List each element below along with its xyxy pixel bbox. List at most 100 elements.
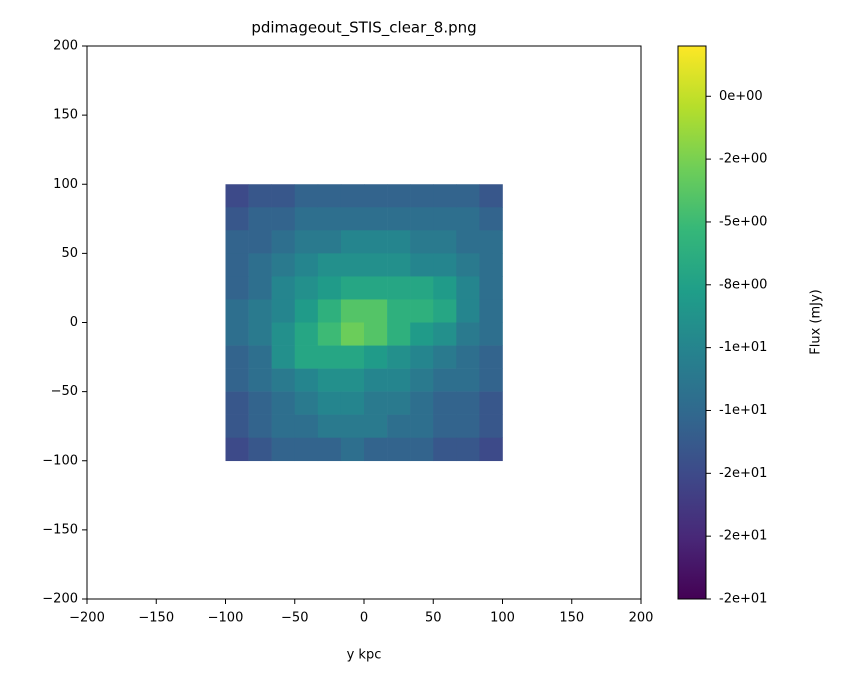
image-cell	[317, 207, 342, 231]
image-cell	[340, 299, 365, 323]
image-cell	[433, 184, 457, 208]
image-cell	[433, 299, 457, 323]
image-cell	[387, 276, 411, 300]
image-cell	[271, 345, 296, 369]
image-cell	[271, 414, 296, 439]
image-cell	[479, 322, 503, 346]
image-cell	[456, 368, 480, 392]
image-cell	[248, 276, 272, 300]
image-cell	[479, 299, 503, 323]
image-cell	[456, 391, 480, 415]
image-cell	[433, 368, 457, 392]
image-cell	[225, 414, 249, 439]
image-cell	[364, 391, 388, 415]
image-cell	[479, 414, 503, 439]
image-cell	[433, 414, 457, 439]
x-tick-label: −200	[69, 611, 105, 626]
image-cell	[340, 391, 365, 415]
image-cell	[294, 184, 319, 208]
image-cell	[271, 437, 296, 462]
image-cell	[433, 345, 457, 369]
x-tick-label: 200	[629, 611, 654, 626]
image-cell	[340, 276, 365, 300]
image-cell	[479, 345, 503, 369]
image-cell	[387, 322, 411, 346]
image-cell	[364, 322, 388, 346]
image-cell	[294, 207, 319, 231]
image-cell	[317, 184, 342, 208]
image-cell	[410, 299, 434, 323]
image-cell	[340, 368, 365, 392]
image-cell	[410, 345, 434, 369]
image-cell	[248, 391, 272, 415]
image-cell	[294, 299, 319, 323]
image-cell	[456, 345, 480, 369]
image-cell	[294, 322, 319, 346]
image-cell	[340, 184, 365, 208]
image-cell	[433, 391, 457, 415]
image-cell	[294, 345, 319, 369]
image-cell	[271, 368, 296, 392]
image-cell	[433, 276, 457, 300]
colorbar-tick-label: -5e+00	[719, 214, 767, 229]
image-cell	[248, 368, 272, 392]
colorbar-tick-label: -8e+00	[719, 277, 767, 292]
image-cell	[317, 322, 342, 346]
colorbar-tick-label: 0e+00	[719, 89, 763, 104]
image-cell	[271, 391, 296, 415]
image-cell	[340, 437, 365, 462]
image-cell	[456, 184, 480, 208]
image-cell	[340, 322, 365, 346]
image-cell	[456, 437, 480, 462]
image-cell	[387, 230, 411, 254]
image-cell	[294, 253, 319, 277]
x-tick-label: −50	[281, 611, 308, 626]
image-cell	[456, 207, 480, 231]
y-tick-label: −100	[42, 453, 78, 468]
image-cell	[364, 276, 388, 300]
image-cell	[271, 299, 296, 323]
image-cell	[248, 322, 272, 346]
image-cell	[317, 230, 342, 254]
image-cell	[479, 184, 503, 208]
image-cell	[479, 391, 503, 415]
image-cell	[317, 299, 342, 323]
y-tick-label: −200	[42, 592, 78, 607]
image-cell	[410, 414, 434, 439]
image-cell	[456, 230, 480, 254]
y-tick-label: −50	[51, 384, 78, 399]
image-cell	[456, 414, 480, 439]
y-tick-label: 100	[53, 177, 78, 192]
image-cell	[387, 207, 411, 231]
image-cell	[456, 276, 480, 300]
x-tick-label: 0	[360, 611, 368, 626]
image-cell	[340, 230, 365, 254]
image-cell	[433, 253, 457, 277]
image-cell	[340, 207, 365, 231]
image-cell	[433, 437, 457, 462]
image-cell	[387, 345, 411, 369]
image-cell	[433, 322, 457, 346]
image-cell	[294, 276, 319, 300]
x-tick-label: −150	[138, 611, 174, 626]
y-tick-label: 0	[70, 315, 78, 330]
image-cell	[340, 345, 365, 369]
image-cell	[225, 391, 249, 415]
image-cell	[271, 276, 296, 300]
image-cell	[410, 322, 434, 346]
y-tick-label: 50	[61, 246, 78, 261]
image-cell	[387, 368, 411, 392]
image-cell	[248, 253, 272, 277]
image-cell	[387, 184, 411, 208]
colorbar-tick-label: -2e+01	[719, 592, 767, 607]
image-cell	[364, 299, 388, 323]
colorbar-tick-label: -2e+00	[719, 152, 767, 167]
image-cell	[387, 299, 411, 323]
image-cell	[410, 437, 434, 462]
x-tick-label: 150	[559, 611, 584, 626]
image-cell	[248, 414, 272, 439]
image-cell	[317, 414, 342, 439]
image-cell	[248, 230, 272, 254]
image-cell	[456, 299, 480, 323]
image-cell	[433, 207, 457, 231]
